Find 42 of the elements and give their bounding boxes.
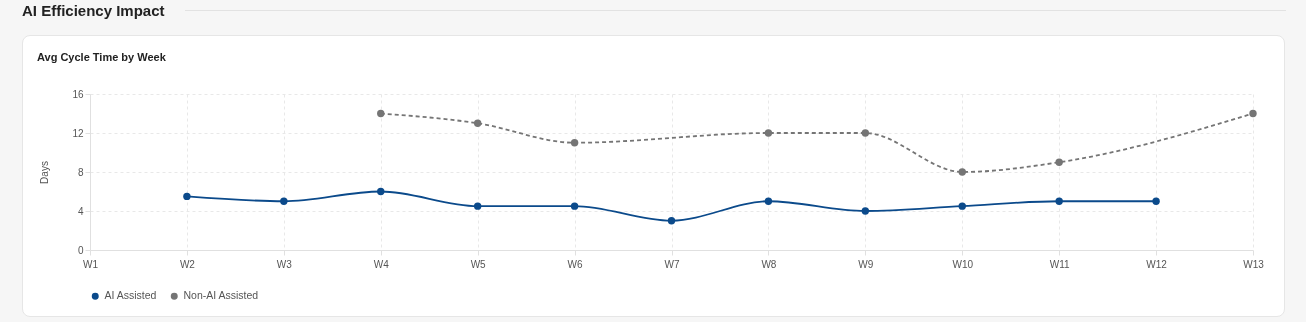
point: [280, 197, 288, 205]
point: [570, 202, 579, 210]
x-tick-label: W7: [664, 258, 680, 270]
x-tick-label: W4: [373, 258, 390, 270]
point: [473, 119, 482, 127]
y-tick-label: 16: [72, 88, 84, 100]
y-tick-label: 12: [72, 127, 84, 139]
x-tick-label: W5: [470, 258, 487, 270]
y-tick-label: 0: [77, 244, 84, 256]
x-tick-label: W11: [1049, 258, 1071, 270]
point: [377, 187, 385, 196]
point: [764, 129, 773, 137]
chart-title: AI Efficiency Impact: [22, 2, 165, 19]
point: [570, 139, 579, 147]
y-tick-label: 8: [77, 166, 84, 178]
point: [1249, 109, 1257, 118]
point: [1055, 197, 1063, 205]
point: [1055, 158, 1063, 166]
x-tick-label: W13: [1243, 258, 1265, 270]
point: [958, 168, 966, 176]
point: [764, 197, 773, 205]
chart-subtitle: Avg Cycle Time by Week: [37, 51, 166, 63]
legend-label: AI Assisted: [104, 289, 157, 302]
x-tick-label: W1: [83, 258, 99, 270]
x-tick-label: W2: [179, 258, 196, 270]
point: [377, 109, 385, 118]
point: [667, 217, 676, 225]
x-tick-label: W8: [761, 258, 777, 270]
point: [861, 129, 870, 137]
x-tick-label: W9: [858, 258, 874, 270]
point: [1152, 197, 1160, 205]
x-tick-label: W10: [952, 258, 974, 270]
point: [183, 192, 191, 201]
point: [473, 202, 482, 210]
y-tick-label: 4: [77, 205, 84, 217]
legend-label: Non-AI Assisted: [183, 289, 259, 302]
x-tick-label: W6: [567, 258, 584, 270]
x-tick-label: W3: [276, 258, 293, 270]
x-tick-label: W12: [1146, 258, 1168, 270]
point: [958, 202, 966, 210]
y-axis-title: Days: [39, 161, 51, 184]
point: [861, 207, 870, 215]
